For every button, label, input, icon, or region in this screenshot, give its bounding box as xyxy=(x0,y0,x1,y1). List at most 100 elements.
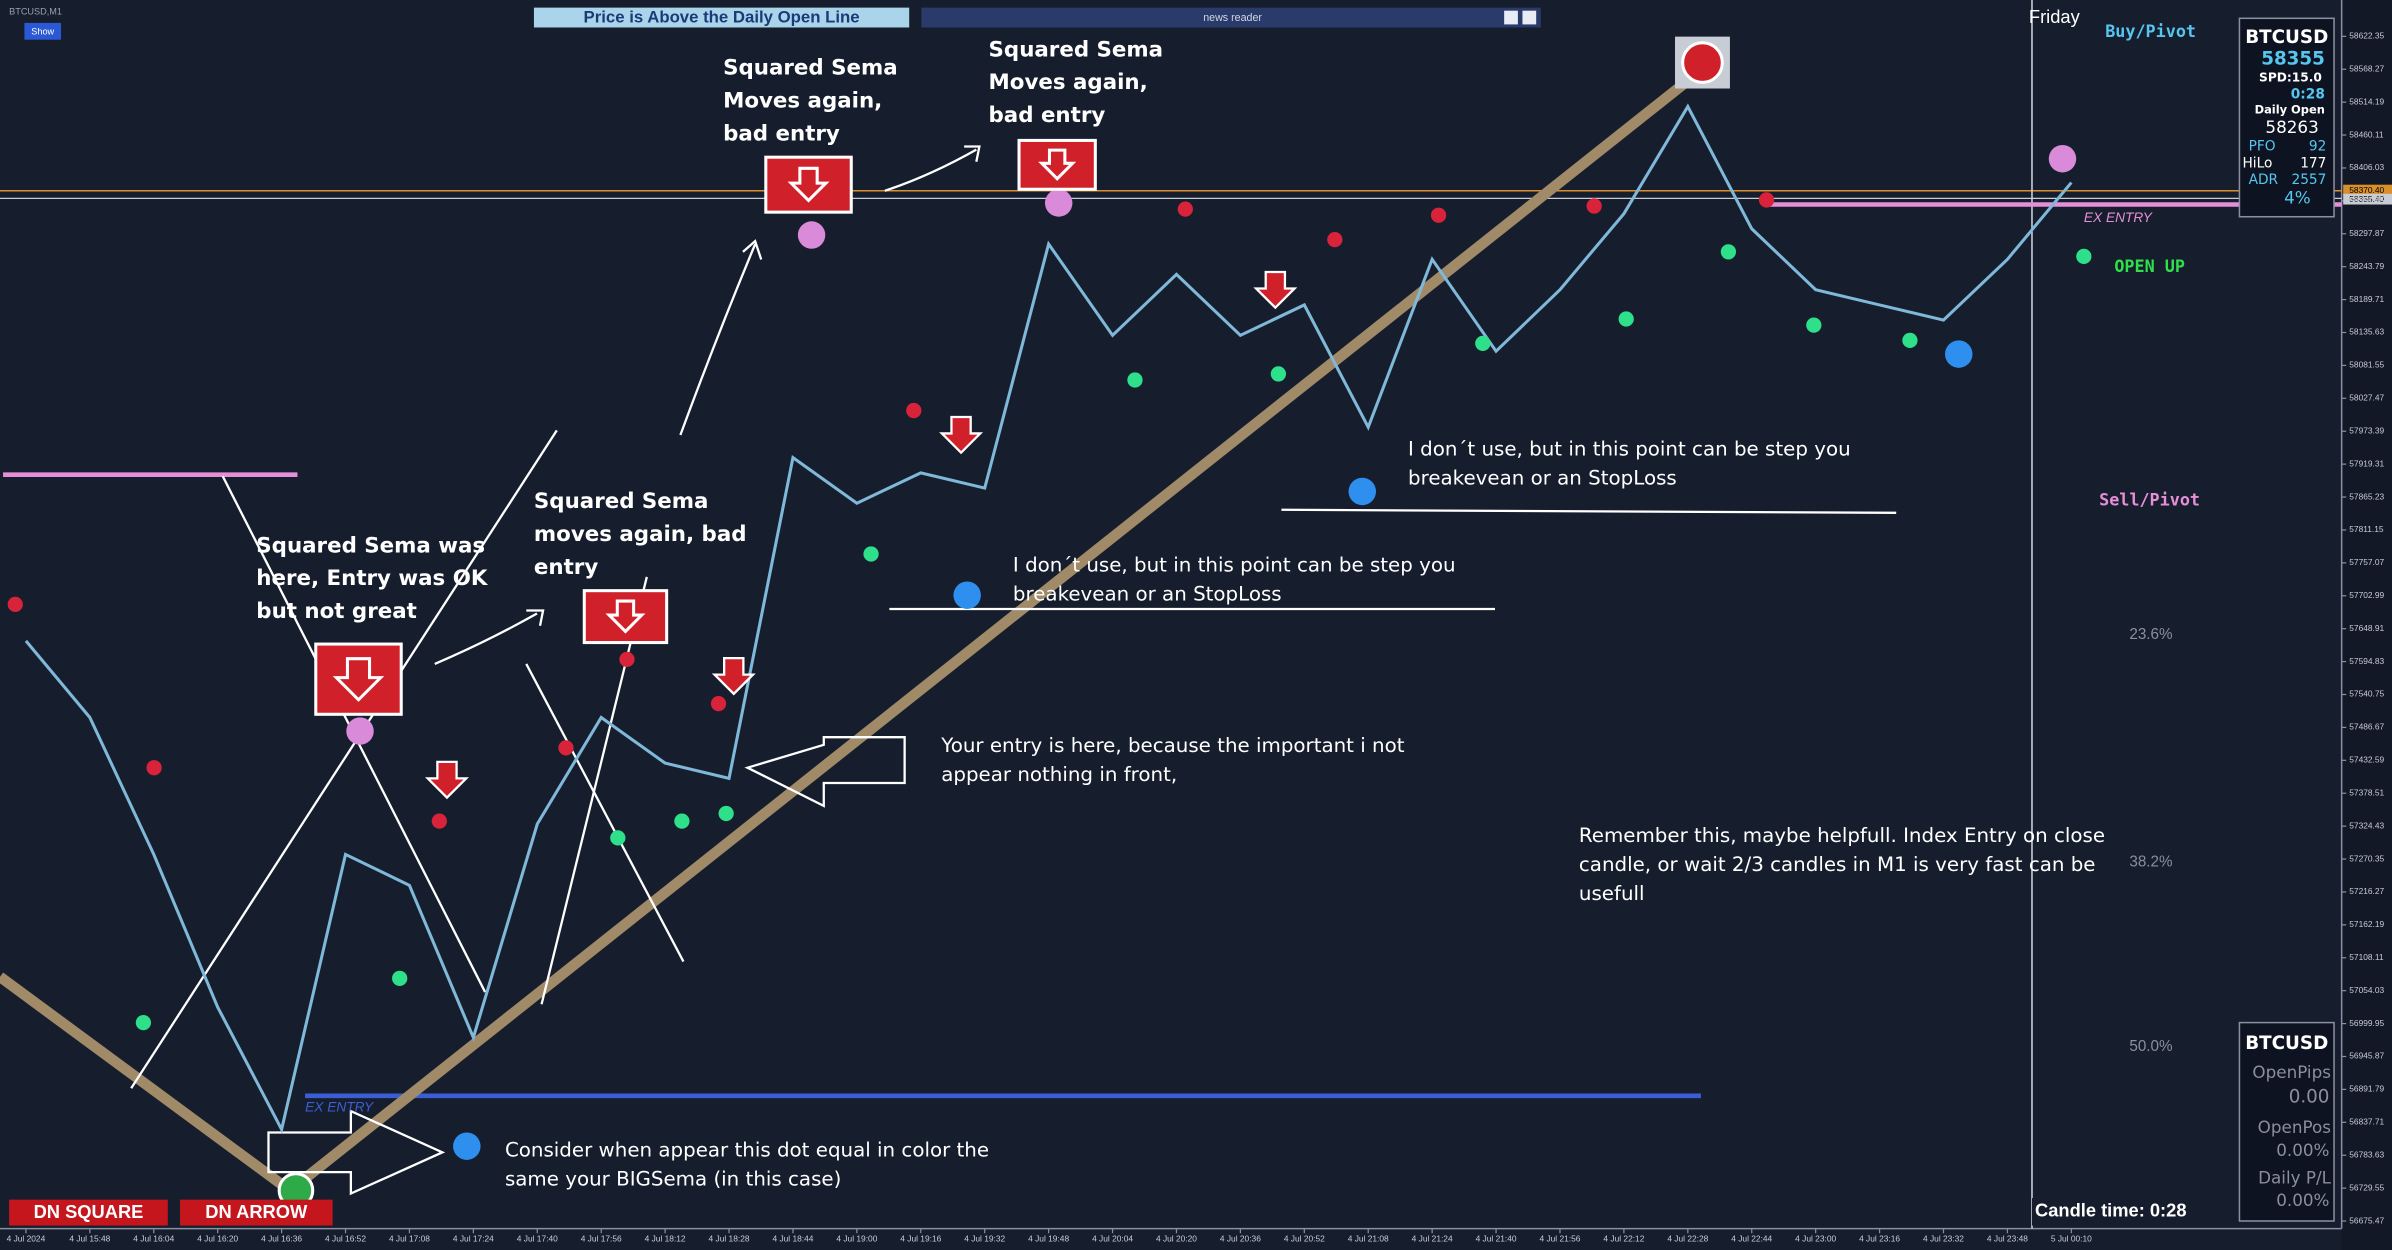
annotation-line: entry xyxy=(534,555,598,580)
y-tick-label: 57973.39 xyxy=(2349,425,2384,435)
green-dot xyxy=(610,830,626,846)
x-tick-label: 4 Jul 23:16 xyxy=(1859,1234,1900,1244)
x-tick-label: 4 Jul 21:56 xyxy=(1539,1234,1580,1244)
hilo-label: HiLo xyxy=(2243,155,2273,171)
y-tick-label: 56945.87 xyxy=(2349,1051,2384,1061)
y-tick-label: 58514.19 xyxy=(2349,96,2384,106)
annotation-line: candle, or wait 2/3 candles in M1 is ver… xyxy=(1579,853,2096,876)
daily-pl-label: Daily P/L xyxy=(2258,1167,2331,1187)
x-tick-label: 4 Jul 21:08 xyxy=(1348,1234,1389,1244)
y-tick-label: 56783.63 xyxy=(2349,1149,2384,1159)
x-tick-label: 4 Jul 20:52 xyxy=(1284,1234,1325,1244)
red-dot xyxy=(619,651,635,667)
green-dot xyxy=(1127,372,1143,388)
x-tick-label: 5 Jul 00:10 xyxy=(2051,1234,2092,1244)
y-tick-label: 58081.55 xyxy=(2349,360,2384,370)
restore-button[interactable] xyxy=(1504,10,1518,25)
annotation-line: bad entry xyxy=(989,103,1106,128)
day-label: Friday xyxy=(2029,6,2081,27)
dn-square: DN SQUARE xyxy=(34,1201,144,1222)
info-panel xyxy=(2238,17,2335,218)
x-tick-label: 4 Jul 16:52 xyxy=(325,1234,366,1244)
x-tick-label: 4 Jul 17:40 xyxy=(517,1234,558,1244)
annotation-line: Squared Sema xyxy=(989,37,1164,62)
annotation-line: Remember this, maybe helpfull. Index Ent… xyxy=(1579,824,2105,847)
y-tick-label: 56837.71 xyxy=(2349,1117,2384,1127)
green-dot xyxy=(1475,335,1491,352)
candle-time: Candle time: 0:28 xyxy=(2035,1200,2186,1221)
show-button[interactable] xyxy=(24,22,62,40)
green-dot xyxy=(1270,366,1287,382)
annotation-line: Consider when appear this dot equal in c… xyxy=(505,1138,989,1161)
x-tick-label: 4 Jul 19:16 xyxy=(900,1234,941,1244)
spread: SPD:15.0 xyxy=(2259,70,2322,84)
price: 58355 xyxy=(2261,49,2325,70)
blue-dot xyxy=(453,1132,481,1160)
green-dot xyxy=(674,813,690,829)
y-tick-label: 56675.47 xyxy=(2349,1215,2384,1225)
sketch xyxy=(679,239,763,436)
signal-arrow xyxy=(1038,148,1077,181)
sketch xyxy=(525,663,685,963)
pink-dot xyxy=(346,717,374,745)
signal-box xyxy=(1017,138,1097,191)
y-tick-label: 57432.59 xyxy=(2349,755,2384,765)
x-tick-label: 4 Jul 22:28 xyxy=(1667,1234,1708,1244)
annotation-line: bad entry xyxy=(723,121,840,146)
price-line xyxy=(24,103,2073,1134)
annotation-line: Moves again, xyxy=(989,70,1148,95)
trade-panel xyxy=(2238,1021,2335,1222)
green-dot xyxy=(1806,317,1822,333)
annotation-line: but not great xyxy=(256,599,417,624)
annotation-line: Squared Sema xyxy=(723,56,898,81)
x-tick-label: 4 Jul 23:48 xyxy=(1987,1234,2028,1244)
pfo-label: PFO xyxy=(2249,139,2276,155)
x-tick-label: 4 Jul 23:32 xyxy=(1923,1234,1964,1244)
y-tick-label: 58460.11 xyxy=(2349,129,2384,139)
info-panel-text: BTCUSD 58355 SPD:15.0 0:28 Daily Open 58… xyxy=(2243,27,2329,207)
red-dot xyxy=(558,740,574,756)
red-dot xyxy=(906,402,922,419)
signal-arrow xyxy=(1253,270,1298,310)
blue-dot xyxy=(953,581,981,609)
y-tick-label: 57054.03 xyxy=(2349,985,2384,995)
green-dot xyxy=(2076,248,2092,265)
symbol: BTCUSD xyxy=(2245,1033,2328,1054)
banner xyxy=(533,7,910,28)
signal-arrow xyxy=(711,656,756,696)
x-tick-label: 4 Jul 20:20 xyxy=(1156,1234,1197,1244)
y-tick-label: 57270.35 xyxy=(2349,853,2384,863)
buy-pivot: Buy/Pivot xyxy=(2105,21,2196,41)
x-tick-label: 4 Jul 22:12 xyxy=(1603,1234,1644,1244)
red-dot xyxy=(146,760,162,776)
y-tick-label: 57811.15 xyxy=(2349,524,2384,534)
dn-arrow-box xyxy=(180,1199,333,1226)
annotation-line: Your entry is here, because the importan… xyxy=(940,734,1405,757)
ex-entry: EX ENTRY xyxy=(2084,210,2153,225)
blue-dot xyxy=(1348,477,1377,506)
up-signal xyxy=(1681,41,1724,84)
close-button[interactable] xyxy=(1522,10,1537,25)
candle-time-bg xyxy=(2031,1198,2240,1226)
y-tick-label: 57378.51 xyxy=(2349,787,2384,797)
x-tick-label: 4 Jul 20:04 xyxy=(1092,1234,1133,1244)
x-tick-label: 4 Jul 2024 xyxy=(7,1234,46,1244)
annotation-line: moves again, bad xyxy=(534,522,747,547)
price-tag xyxy=(2343,193,2392,205)
x-tick-label: 4 Jul 15:48 xyxy=(69,1234,110,1244)
show-button-label[interactable]: Show xyxy=(31,26,54,36)
chart-marks: 4 Jul 2024 4 Jul 15:48 4 Jul 16:04 4 Jul 16… xyxy=(7,35,2347,1244)
daily-open-label: Daily Open xyxy=(2255,102,2325,116)
annotation-line: here, Entry was OK xyxy=(256,566,489,591)
price-tag-text: 58355.40 xyxy=(2349,194,2384,204)
sketch xyxy=(884,145,981,192)
open-pos: 0.00% xyxy=(2276,1140,2329,1160)
y-tick-label: 58351.95 xyxy=(2349,195,2384,205)
annotation-line: Squared Sema xyxy=(534,489,709,514)
green-dot xyxy=(1720,244,1737,260)
level-sketch xyxy=(1281,508,1897,514)
red-dot xyxy=(1586,198,1602,214)
y-tick-label: 56891.79 xyxy=(2349,1084,2384,1094)
